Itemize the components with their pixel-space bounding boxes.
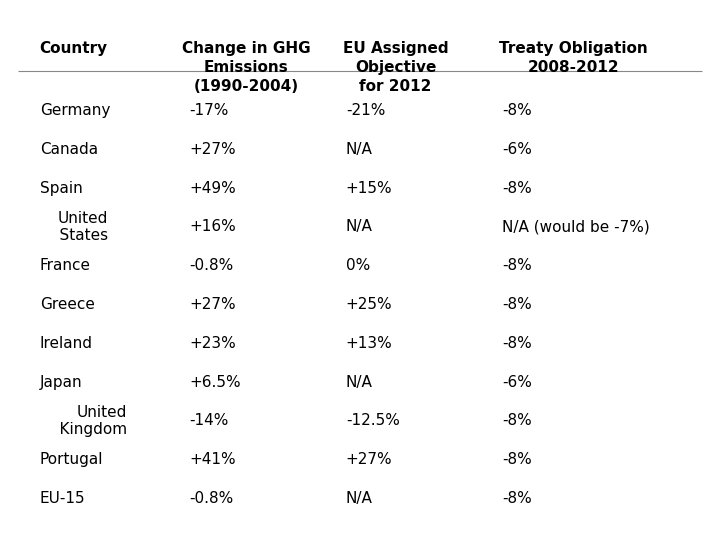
Text: Treaty Obligation
2008-2012: Treaty Obligation 2008-2012 bbox=[499, 42, 648, 75]
Text: EU-15: EU-15 bbox=[40, 491, 86, 506]
Text: -8%: -8% bbox=[503, 453, 532, 467]
Text: EU Assigned
Objective
for 2012: EU Assigned Objective for 2012 bbox=[343, 42, 449, 93]
Text: -8%: -8% bbox=[503, 336, 532, 351]
Text: -6%: -6% bbox=[503, 375, 532, 390]
Text: +25%: +25% bbox=[346, 297, 392, 312]
Text: -0.8%: -0.8% bbox=[189, 491, 233, 506]
Text: -14%: -14% bbox=[189, 414, 228, 429]
Text: -8%: -8% bbox=[503, 258, 532, 273]
Text: -8%: -8% bbox=[503, 297, 532, 312]
Text: +41%: +41% bbox=[189, 453, 236, 467]
Text: Greece: Greece bbox=[40, 297, 94, 312]
Text: N/A: N/A bbox=[346, 491, 373, 506]
Text: Country: Country bbox=[40, 42, 108, 56]
Text: -8%: -8% bbox=[503, 180, 532, 195]
Text: N/A (would be -7%): N/A (would be -7%) bbox=[503, 219, 650, 234]
Text: +6.5%: +6.5% bbox=[189, 375, 240, 390]
Text: +27%: +27% bbox=[189, 297, 236, 312]
Text: France: France bbox=[40, 258, 91, 273]
Text: United
    States: United States bbox=[40, 211, 108, 243]
Text: +27%: +27% bbox=[189, 142, 236, 157]
Text: Canada: Canada bbox=[40, 142, 98, 157]
Text: +23%: +23% bbox=[189, 336, 236, 351]
Text: -21%: -21% bbox=[346, 103, 385, 118]
Text: +27%: +27% bbox=[346, 453, 392, 467]
Text: Ireland: Ireland bbox=[40, 336, 93, 351]
Text: -0.8%: -0.8% bbox=[189, 258, 233, 273]
Text: N/A: N/A bbox=[346, 375, 373, 390]
Text: Japan: Japan bbox=[40, 375, 82, 390]
Text: +15%: +15% bbox=[346, 180, 392, 195]
Text: N/A: N/A bbox=[346, 219, 373, 234]
Text: -12.5%: -12.5% bbox=[346, 414, 400, 429]
Text: -8%: -8% bbox=[503, 491, 532, 506]
Text: Spain: Spain bbox=[40, 180, 83, 195]
Text: -6%: -6% bbox=[503, 142, 532, 157]
Text: Germany: Germany bbox=[40, 103, 110, 118]
Text: +16%: +16% bbox=[189, 219, 236, 234]
Text: 0%: 0% bbox=[346, 258, 370, 273]
Text: -8%: -8% bbox=[503, 414, 532, 429]
Text: +49%: +49% bbox=[189, 180, 236, 195]
Text: +13%: +13% bbox=[346, 336, 392, 351]
Text: N/A: N/A bbox=[346, 142, 373, 157]
Text: -17%: -17% bbox=[189, 103, 228, 118]
Text: Portugal: Portugal bbox=[40, 453, 103, 467]
Text: -8%: -8% bbox=[503, 103, 532, 118]
Text: United
    Kingdom: United Kingdom bbox=[40, 405, 127, 437]
Text: Change in GHG
Emissions
(1990-2004): Change in GHG Emissions (1990-2004) bbox=[182, 42, 310, 93]
